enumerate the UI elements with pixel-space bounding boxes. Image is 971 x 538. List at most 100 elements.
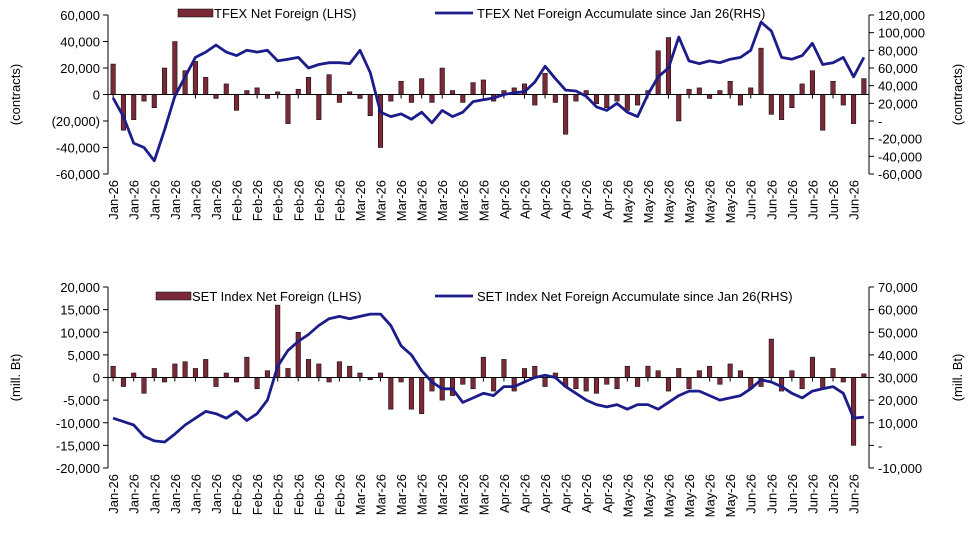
x-tick-label: Mar-26 [353, 474, 368, 515]
bar [809, 356, 815, 378]
bar [336, 94, 342, 103]
x-tick-label: Feb-26 [312, 180, 327, 221]
bar [182, 361, 188, 378]
y2-tick-label: 40,000 [878, 79, 918, 94]
bar [552, 94, 558, 103]
bar [727, 363, 733, 378]
y2-tick-label: - [878, 114, 882, 129]
x-tick-label: Jan-26 [147, 474, 162, 514]
bar [624, 365, 630, 378]
bar [460, 377, 466, 385]
x-tick-label: Jan-26 [147, 180, 162, 220]
x-tick-label: Jun-26 [826, 474, 841, 514]
y-tick-label: -10,000 [56, 416, 100, 431]
y-tick-label: 0 [93, 371, 100, 386]
bar [306, 77, 312, 95]
y2-tick-label: 100,000 [878, 26, 925, 41]
bar [789, 94, 795, 108]
y2-tick-label: -20,000 [878, 132, 922, 147]
bar [162, 377, 168, 383]
y-tick-label: (20,000) [52, 114, 100, 129]
x-tick-label: Jan-26 [188, 180, 203, 220]
bar [357, 372, 363, 378]
bar [583, 90, 589, 95]
y2-tick-label: 20,000 [878, 96, 918, 111]
y2-tick-label: -40,000 [878, 149, 922, 164]
bar [573, 94, 579, 102]
x-tick-label: Jan-26 [209, 474, 224, 514]
bar [367, 94, 373, 116]
bar [203, 359, 209, 378]
x-tick-label: Feb-26 [312, 474, 327, 515]
x-tick-label: Feb-26 [250, 180, 265, 221]
x-tick-label: May-26 [620, 180, 635, 223]
bar [306, 359, 312, 378]
bar [131, 94, 137, 120]
x-tick-label: May-26 [723, 180, 738, 223]
bar [234, 377, 240, 383]
bar [840, 377, 846, 383]
bar [737, 94, 743, 106]
y2-tick-label: 60,000 [878, 61, 918, 76]
bar [419, 78, 425, 95]
bar [737, 370, 743, 378]
y-tick-label: -15,000 [56, 438, 100, 453]
x-tick-label: Feb-26 [332, 474, 347, 515]
x-tick-label: Mar-26 [394, 474, 409, 515]
x-tick-label: Feb-26 [332, 180, 347, 221]
y2-axis-title: (contracts) [950, 64, 965, 125]
x-tick-label: Feb-26 [271, 180, 286, 221]
bar [398, 81, 404, 95]
bar [727, 81, 733, 95]
x-tick-label: Feb-26 [291, 180, 306, 221]
bar [316, 94, 322, 120]
x-tick-label: Apr-26 [600, 474, 615, 513]
y2-tick-label: 70,000 [878, 280, 918, 295]
bar [264, 94, 270, 99]
x-tick-label: Jan-26 [106, 474, 121, 514]
bar [614, 377, 620, 390]
x-tick-label: Mar-26 [435, 474, 450, 515]
x-tick-label: Apr-26 [538, 474, 553, 513]
bar [388, 377, 394, 410]
bar [676, 368, 682, 378]
bar [563, 94, 569, 135]
x-tick-label: Jan-26 [127, 180, 142, 220]
x-tick-label: May-26 [641, 180, 656, 223]
bar [799, 83, 805, 95]
bar [295, 88, 301, 95]
x-tick-label: May-26 [620, 474, 635, 517]
bar [707, 365, 713, 378]
bar [470, 82, 476, 95]
bar [141, 377, 147, 394]
bar [665, 377, 671, 392]
y-tick-label: 5,000 [67, 348, 100, 363]
y-tick-label: -60,000 [56, 167, 100, 182]
x-tick-label: Feb-26 [230, 180, 245, 221]
bar [213, 94, 219, 99]
bar [717, 90, 723, 95]
y-tick-label: 20,000 [60, 280, 100, 295]
y-tick-label: 10,000 [60, 325, 100, 340]
x-tick-label: Apr-26 [517, 474, 532, 513]
x-tick-label: Mar-26 [374, 474, 389, 515]
bar [192, 368, 198, 378]
y-tick-label: -5,000 [63, 393, 100, 408]
bar [439, 67, 445, 95]
x-tick-label: Jan-26 [106, 180, 121, 220]
bar [480, 356, 486, 378]
x-tick-label: Jun-26 [785, 180, 800, 220]
bar [151, 94, 157, 108]
x-tick-label: Mar-26 [435, 180, 450, 221]
x-tick-label: Jun-26 [764, 474, 779, 514]
y-axis-title: (contracts) [8, 64, 23, 125]
x-tick-label: Apr-26 [497, 474, 512, 513]
x-tick-label: Apr-26 [517, 180, 532, 219]
bar [655, 370, 661, 378]
bar [419, 377, 425, 414]
bar [686, 377, 692, 390]
x-tick-label: Jun-26 [744, 180, 759, 220]
bar [388, 94, 394, 102]
bar [254, 377, 260, 390]
